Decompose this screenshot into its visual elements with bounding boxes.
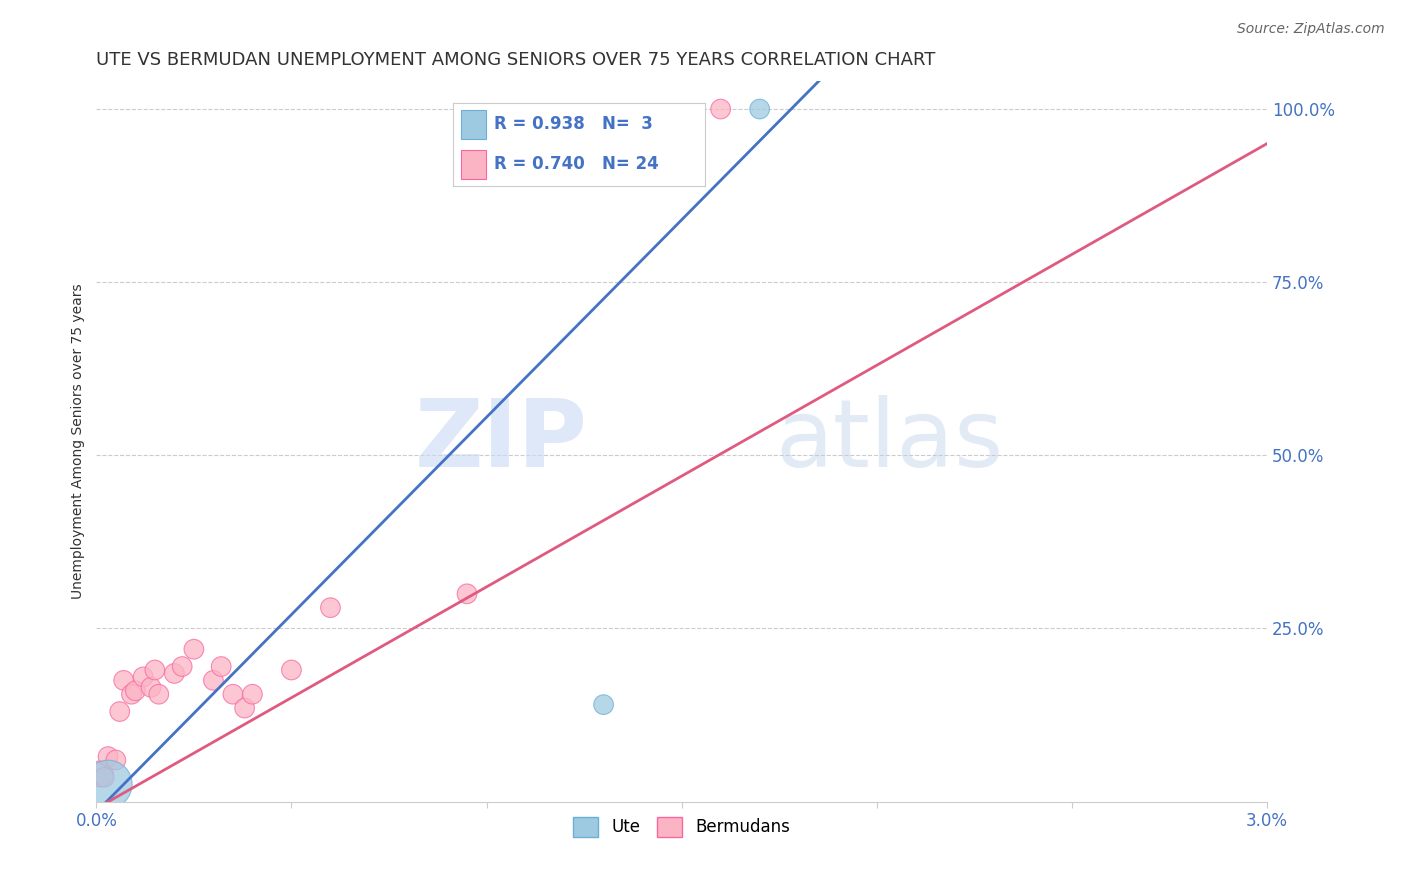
Point bbox=[748, 102, 770, 116]
Y-axis label: Unemployment Among Seniors over 75 years: Unemployment Among Seniors over 75 years bbox=[72, 284, 86, 599]
Point bbox=[97, 777, 120, 791]
Text: UTE VS BERMUDAN UNEMPLOYMENT AMONG SENIORS OVER 75 YEARS CORRELATION CHART: UTE VS BERMUDAN UNEMPLOYMENT AMONG SENIO… bbox=[97, 51, 936, 69]
Text: atlas: atlas bbox=[775, 395, 1004, 487]
Point bbox=[172, 659, 194, 673]
Point bbox=[209, 659, 232, 673]
Point bbox=[202, 673, 225, 688]
Point bbox=[121, 687, 143, 701]
Point bbox=[108, 705, 131, 719]
Point bbox=[592, 698, 614, 712]
Point bbox=[139, 681, 162, 695]
Point bbox=[456, 587, 478, 601]
Point bbox=[319, 600, 342, 615]
Point bbox=[97, 749, 120, 764]
Text: ZIP: ZIP bbox=[415, 395, 588, 487]
Text: Source: ZipAtlas.com: Source: ZipAtlas.com bbox=[1237, 22, 1385, 37]
Point bbox=[93, 770, 115, 784]
Point bbox=[132, 670, 155, 684]
Point bbox=[143, 663, 166, 677]
Point bbox=[89, 767, 111, 781]
Point bbox=[148, 687, 170, 701]
Point bbox=[222, 687, 245, 701]
Point bbox=[280, 663, 302, 677]
Point bbox=[710, 102, 733, 116]
Legend: Ute, Bermudans: Ute, Bermudans bbox=[567, 810, 797, 844]
Point bbox=[112, 673, 135, 688]
Point bbox=[104, 753, 127, 767]
Point bbox=[242, 687, 264, 701]
Point bbox=[233, 701, 256, 715]
Point bbox=[124, 683, 146, 698]
Point bbox=[163, 666, 186, 681]
Point bbox=[183, 642, 205, 657]
